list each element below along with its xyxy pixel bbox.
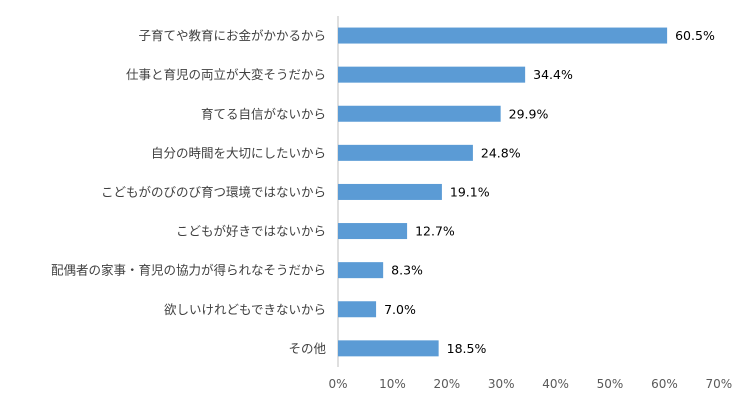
bars	[338, 27, 668, 357]
bar	[338, 340, 439, 357]
bar	[338, 27, 668, 44]
category-label: 配偶者の家事・育児の協力が得られなそうだから	[51, 263, 326, 278]
bar	[338, 262, 384, 279]
x-tick-label: 10%	[379, 377, 406, 391]
data-label: 60.5%	[675, 28, 715, 43]
x-tick-label: 40%	[542, 377, 569, 391]
x-tick-label: 20%	[433, 377, 460, 391]
data-label: 7.0%	[384, 302, 416, 317]
x-tick-label: 30%	[488, 377, 515, 391]
category-label: 育てる自信がないから	[201, 106, 326, 121]
data-label: 12.7%	[415, 224, 455, 239]
bar	[338, 223, 408, 240]
bar	[338, 105, 501, 122]
data-label: 18.5%	[447, 341, 487, 356]
x-tick-label: 50%	[597, 377, 624, 391]
category-label: 自分の時間を大切にしたいから	[151, 145, 326, 160]
data-label: 24.8%	[481, 145, 521, 160]
category-label: 欲しいけれどもできないから	[164, 302, 326, 317]
data-label: 19.1%	[450, 184, 490, 199]
data-label: 29.9%	[509, 106, 549, 121]
bar	[338, 301, 377, 318]
category-labels: 子育てや教育にお金がかかるから仕事と育児の両立が大変そうだから育てる自信がないか…	[51, 28, 327, 356]
category-label: 子育てや教育にお金がかかるから	[138, 28, 326, 43]
bar	[338, 66, 526, 83]
bar	[338, 183, 442, 200]
category-label: こどもが好きではないから	[176, 224, 326, 239]
data-labels: 60.5% 34.4% 29.9% 24.8% 19.1% 12.7% 8.3% 7.0% 18…	[384, 28, 715, 356]
bar	[338, 144, 473, 161]
x-axis-tick-labels: 0% 10% 20% 30% 40% 50% 60% 70%	[328, 377, 732, 391]
category-label: 仕事と育児の両立が大変そうだから	[126, 67, 326, 82]
x-tick-label: 60%	[651, 377, 678, 391]
data-label: 34.4%	[533, 67, 573, 82]
category-label: その他	[288, 341, 326, 356]
x-tick-label: 0%	[328, 377, 347, 391]
data-label: 8.3%	[391, 263, 423, 278]
category-label: こどもがのびのび育つ環境ではないから	[101, 184, 326, 199]
x-tick-label: 70%	[705, 377, 732, 391]
